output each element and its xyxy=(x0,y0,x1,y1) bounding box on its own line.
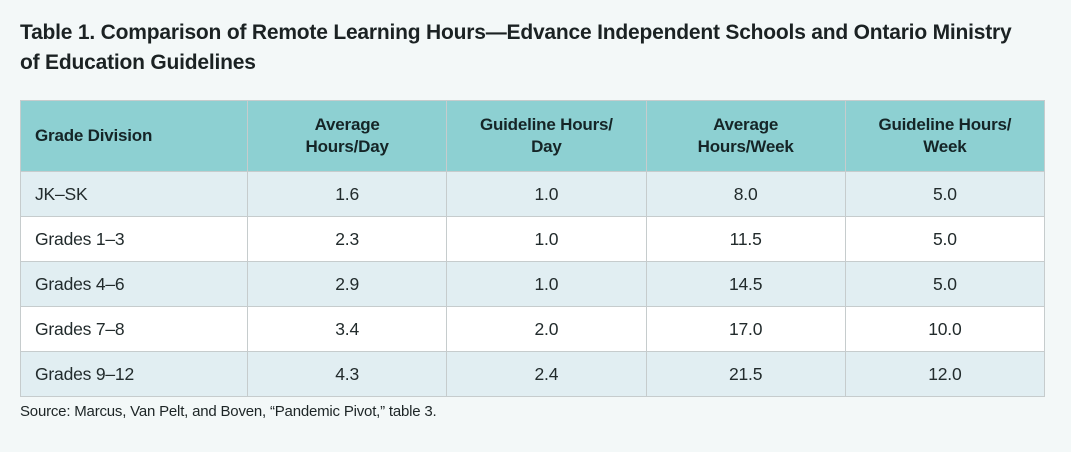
cell-guideline-hours-week: 5.0 xyxy=(844,171,1046,217)
cell-grade-division: Grades 9–12 xyxy=(20,351,248,397)
header-label-line1: Average xyxy=(713,115,779,134)
cell-average-hours-day: 1.6 xyxy=(246,171,448,217)
cell-guideline-hours-day: 1.0 xyxy=(446,261,647,307)
cell-grade-division: Grades 4–6 xyxy=(20,261,248,307)
table-title: Table 1. Comparison of Remote Learning H… xyxy=(20,21,1012,74)
header-label-line1: Guideline Hours/ xyxy=(878,115,1012,134)
table-row-grades-7-8: Grades 7–8 3.4 2.0 17.0 10.0 xyxy=(20,306,1046,352)
cell-guideline-hours-week: 5.0 xyxy=(844,261,1046,307)
cell-guideline-hours-day: 2.0 xyxy=(446,306,647,352)
cell-average-hours-week: 21.5 xyxy=(645,351,846,397)
cell-grade-division: Grades 1–3 xyxy=(20,216,248,262)
remote-learning-hours-table: Grade Division Average Hours/Day Guideli… xyxy=(20,100,1046,397)
header-label-line1: Guideline Hours/ xyxy=(479,115,613,134)
cell-average-hours-day: 4.3 xyxy=(246,351,448,397)
header-label: Grade Division xyxy=(35,126,153,145)
cell-guideline-hours-day: 1.0 xyxy=(446,171,647,217)
cell-average-hours-day: 2.3 xyxy=(246,216,448,262)
cell-guideline-hours-week: 5.0 xyxy=(844,216,1046,262)
header-label-line1: Average xyxy=(314,115,380,134)
cell-grade-division: Grades 7–8 xyxy=(20,306,248,352)
cell-guideline-hours-week: 12.0 xyxy=(844,351,1046,397)
header-label-line2: Day xyxy=(531,137,562,156)
cell-guideline-hours-week: 10.0 xyxy=(844,306,1046,352)
column-header-guideline-hours-day: Guideline Hours/ Day xyxy=(446,100,647,172)
table-header: Grade Division Average Hours/Day Guideli… xyxy=(20,100,1046,172)
cell-average-hours-week: 8.0 xyxy=(645,171,846,217)
table-row-jk-sk: JK–SK 1.6 1.0 8.0 5.0 xyxy=(20,171,1046,217)
header-label-line2: Week xyxy=(923,137,967,156)
cell-guideline-hours-day: 1.0 xyxy=(446,216,647,262)
table-row-grades-9-12: Grades 9–12 4.3 2.4 21.5 12.0 xyxy=(20,351,1046,397)
header-label-line2: Hours/Day xyxy=(305,137,389,156)
column-header-average-hours-day: Average Hours/Day xyxy=(246,100,448,172)
column-header-grade-division: Grade Division xyxy=(20,100,248,172)
header-row: Grade Division Average Hours/Day Guideli… xyxy=(20,100,1046,172)
cell-average-hours-week: 11.5 xyxy=(645,216,846,262)
column-header-average-hours-week: Average Hours/Week xyxy=(645,100,846,172)
cell-guideline-hours-day: 2.4 xyxy=(446,351,647,397)
cell-average-hours-week: 17.0 xyxy=(645,306,846,352)
table-body: JK–SK 1.6 1.0 8.0 5.0 Grades 1–3 2.3 1.0… xyxy=(20,171,1046,397)
header-label-line2: Hours/Week xyxy=(697,137,794,156)
cell-grade-division: JK–SK xyxy=(20,171,248,217)
cell-average-hours-day: 3.4 xyxy=(246,306,448,352)
column-header-guideline-hours-week: Guideline Hours/ Week xyxy=(844,100,1046,172)
table-row-grades-4-6: Grades 4–6 2.9 1.0 14.5 5.0 xyxy=(20,261,1046,307)
source-note: Source: Marcus, Van Pelt, and Boven, “Pa… xyxy=(20,403,437,420)
table-row-grades-1-3: Grades 1–3 2.3 1.0 11.5 5.0 xyxy=(20,216,1046,262)
cell-average-hours-week: 14.5 xyxy=(645,261,846,307)
cell-average-hours-day: 2.9 xyxy=(246,261,448,307)
